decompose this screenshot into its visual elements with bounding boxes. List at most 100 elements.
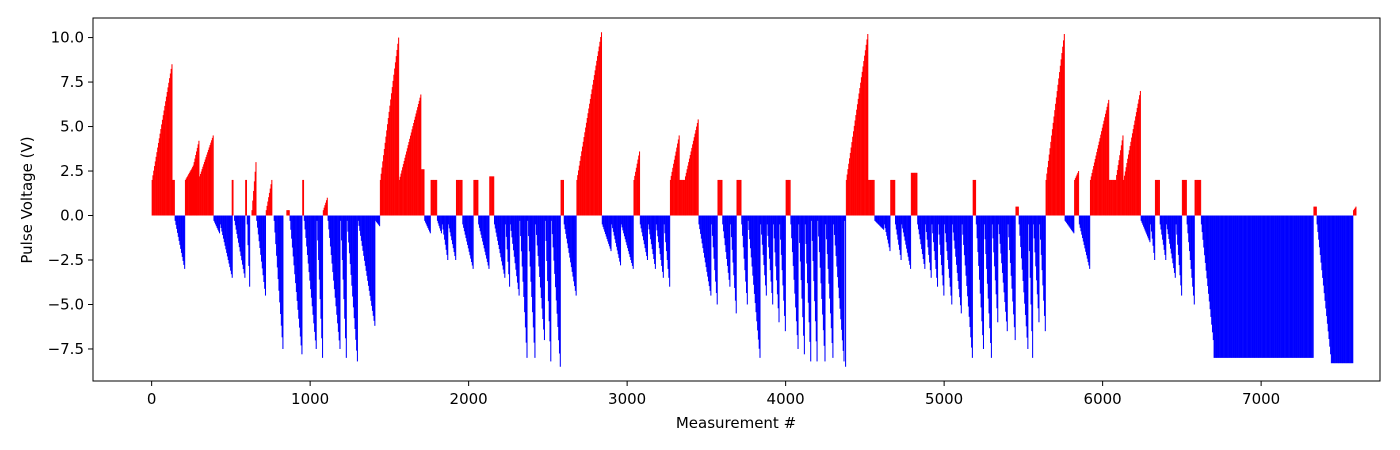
bar	[872, 179, 874, 216]
bar	[786, 179, 788, 216]
bar	[685, 172, 687, 216]
bar	[411, 129, 413, 216]
bar	[1216, 215, 1218, 358]
bar	[910, 172, 912, 216]
bar	[988, 215, 990, 314]
bar	[348, 215, 351, 254]
bar	[1104, 117, 1106, 216]
bar	[725, 215, 727, 253]
bar	[1028, 215, 1030, 252]
bar	[1055, 97, 1057, 216]
bar	[1056, 91, 1058, 216]
bar	[652, 215, 654, 255]
bar	[421, 169, 423, 216]
x-axis-ticks: 0 1000 2000 3000 4000 5000 6000 7000	[147, 381, 1280, 408]
bar	[742, 215, 744, 236]
bar	[1098, 141, 1100, 216]
bar	[971, 215, 973, 358]
bar	[853, 131, 855, 216]
bar	[1009, 215, 1011, 263]
bar	[919, 215, 921, 240]
bar	[953, 215, 955, 241]
bar	[1151, 215, 1153, 239]
bar	[1167, 215, 1169, 235]
bar	[982, 215, 984, 349]
bar	[1246, 215, 1248, 358]
bar	[548, 215, 550, 322]
bar	[662, 215, 664, 272]
bar	[861, 71, 863, 216]
bar	[767, 215, 769, 236]
bar	[915, 172, 917, 216]
bar	[821, 215, 823, 299]
bar	[286, 210, 288, 216]
bar	[307, 215, 309, 264]
bar	[367, 215, 369, 281]
bar	[921, 215, 923, 250]
bar	[884, 215, 886, 229]
bar	[1253, 215, 1255, 358]
bar	[623, 215, 625, 234]
bar	[1051, 129, 1053, 216]
bar	[1352, 215, 1354, 364]
bar	[299, 215, 301, 328]
bar	[444, 215, 446, 240]
bar	[1215, 215, 1217, 358]
bar	[201, 169, 203, 216]
bar	[441, 215, 443, 225]
bar	[287, 210, 289, 216]
bar	[1130, 141, 1132, 216]
bar	[306, 215, 308, 247]
bar	[731, 215, 733, 250]
bar	[956, 215, 958, 265]
bar	[248, 215, 250, 266]
bar	[1271, 215, 1273, 358]
bar	[1230, 215, 1232, 358]
bar	[459, 179, 461, 216]
bar	[690, 151, 692, 216]
bar	[1070, 215, 1072, 229]
bar	[353, 215, 355, 319]
bar	[917, 215, 919, 225]
bar	[281, 215, 283, 338]
bar	[1150, 215, 1152, 225]
bar	[374, 215, 376, 326]
bar	[1068, 215, 1070, 227]
bar	[495, 215, 497, 233]
bar	[1113, 179, 1115, 216]
bar	[216, 215, 218, 228]
bar	[167, 87, 169, 216]
bar	[1246, 215, 1248, 358]
bar	[812, 215, 814, 262]
bar	[906, 215, 908, 253]
bar	[1252, 215, 1254, 358]
bar	[567, 215, 569, 249]
bar	[795, 215, 797, 308]
bar	[266, 205, 268, 216]
bar	[992, 215, 994, 239]
bar	[1207, 215, 1209, 287]
bar	[196, 151, 198, 216]
bar	[320, 215, 322, 319]
bar	[1245, 215, 1247, 358]
bar	[1125, 167, 1127, 216]
bar	[645, 215, 647, 253]
bar	[516, 215, 518, 277]
bar	[180, 215, 182, 249]
bar	[1094, 159, 1096, 216]
bar	[470, 215, 472, 259]
bar	[490, 176, 492, 216]
bar	[952, 215, 954, 225]
bar	[458, 179, 460, 216]
bar	[477, 179, 479, 216]
bar	[675, 151, 677, 216]
bar	[1328, 215, 1330, 340]
bar	[1210, 215, 1212, 317]
bar	[312, 215, 314, 315]
bar	[757, 215, 759, 340]
bar	[753, 215, 755, 294]
bar	[740, 179, 742, 216]
bar	[181, 215, 183, 257]
bar	[532, 215, 534, 313]
bar	[325, 202, 327, 216]
